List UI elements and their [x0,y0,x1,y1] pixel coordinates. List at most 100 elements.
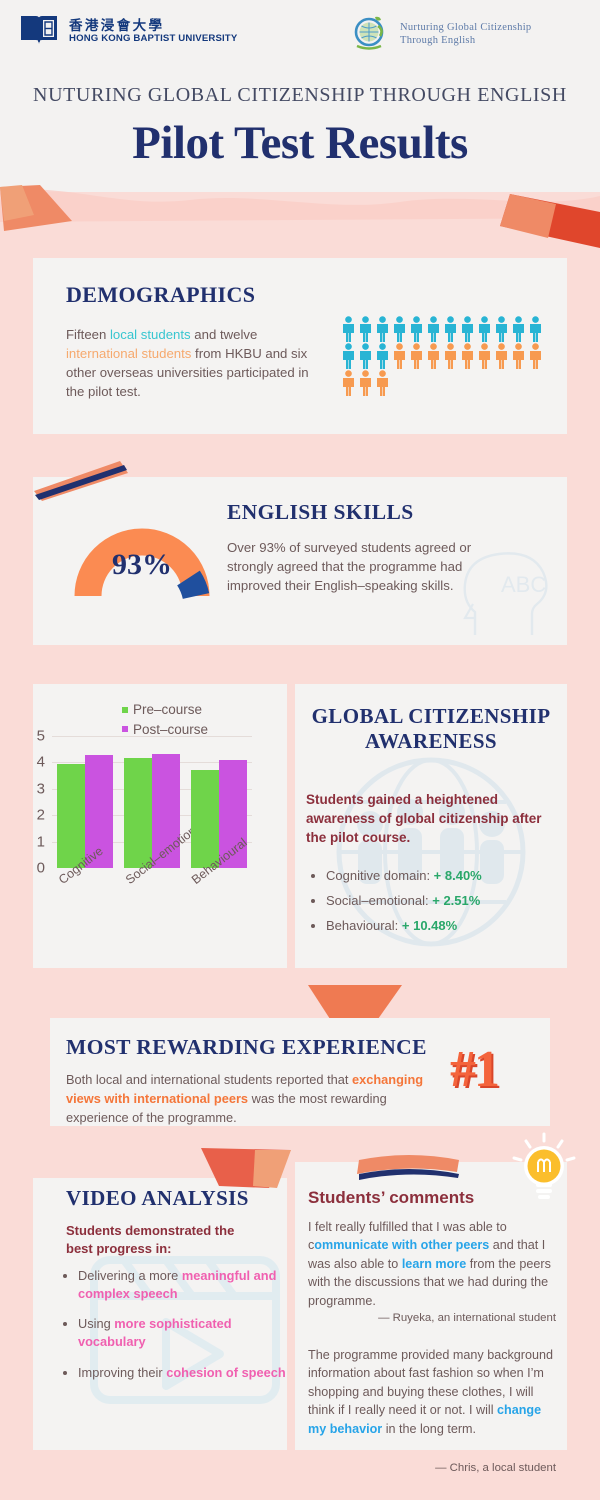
rank-badge: #1 [450,1041,500,1098]
list-item: Using more sophisticated vocabulary [78,1315,293,1350]
person-icon [377,316,388,342]
list-item: Behavioural: + 10.48% [326,919,576,932]
comment-quote-2: The programme provided many background i… [308,1346,558,1438]
y-axis-tick: 0 [36,859,45,877]
person-icon [530,316,541,342]
person-icon [496,343,507,369]
hkbu-english-name: HONG KONG BAPTIST UNIVERSITY [69,33,238,45]
bar [57,763,86,868]
list-item: Cognitive domain: + 8.40% [326,869,576,882]
comment-quote-1: I felt really fulfilled that I was able … [308,1218,558,1310]
person-icon [377,370,388,396]
hkbu-book-logo-icon [18,12,60,52]
legend-item-1: Post–course [122,720,208,740]
person-icon [462,343,473,369]
bar [152,754,180,868]
bar [85,755,114,868]
legend-label-pre: Pre–course [133,702,203,717]
people-pictogram [341,316,556,397]
gc-title-line1: GLOBAL CITIZENSHIP [311,704,551,728]
tape-decoration-left [0,185,72,231]
demographics-text-1: Fifteen [66,327,110,342]
legend-item-0: Pre–course [122,700,208,720]
bar [124,758,152,868]
rewarding-highlight: exchanging views with international peer… [66,1072,424,1107]
pictogram-row [341,370,556,396]
ngcte-line2: Through English [400,34,476,46]
gc-title-line2: AWARENESS [365,728,497,753]
list-item: Delivering a more meaningful and complex… [78,1267,293,1302]
quote2-text-2: in the long term. [382,1421,477,1436]
ngcte-logo: Nurturing Global Citizenship Through Eng… [348,10,531,59]
gc-item-label: Behavioural: [326,918,402,933]
y-axis-tick: 1 [36,833,45,851]
torn-paper-divider [0,189,600,238]
person-icon [343,316,354,342]
ngcte-logo-text: Nurturing Global Citizenship Through Eng… [400,22,531,47]
demographics-text-3: from HKBU and six other overseas univers… [66,346,309,400]
person-icon [445,316,456,342]
person-icon [343,370,354,396]
quote1-highlight-1: ommunicate with other peers [314,1238,490,1253]
va-item-highlight: meaningful and complex speech [78,1268,277,1301]
rewarding-experience-card [50,1018,550,1126]
hkbu-chinese-name: 香港浸會大學 [69,18,165,35]
video-analysis-list: Delivering a more meaningful and complex… [62,1267,293,1394]
va-item-text: Improving their [78,1364,167,1380]
comments-card [295,1162,567,1450]
quote1-text-2: and that I was also able to [308,1238,546,1271]
video-analysis-card [33,1178,287,1450]
global-citizenship-lead: Students gained a heightened awareness o… [306,792,542,846]
va-item-text: Using [78,1316,115,1332]
chart-legend: Pre–course Post–course [122,700,208,739]
va-item-highlight: cohesion of speech [166,1364,286,1380]
person-icon [360,370,371,396]
person-icon [513,343,524,369]
person-icon [479,343,490,369]
tape-decoration-video [201,1148,291,1188]
va-item-text: Delivering a more [78,1268,182,1283]
brush-tape-comments [357,1155,459,1180]
english-skills-title: ENGLISH SKILLS [227,500,414,524]
demographics-title: DEMOGRAPHICS [66,282,256,307]
global-citizenship-list: Cognitive domain: + 8.40% Social–emotiona… [310,869,576,944]
demographics-text-2: and twelve [190,327,258,342]
english-skills-body: Over 93% of surveyed students agreed or … [227,540,472,594]
gc-item-value: + 2.51% [432,893,481,908]
comments-title: Students’ comments [308,1188,475,1207]
video-analysis-title: VIDEO ANALYSIS [66,1186,249,1210]
y-axis-tick: 3 [36,780,45,798]
header: 香港浸會大學 HONG KONG BAPTIST UNIVERSITY Nurt… [0,0,600,192]
legend-swatch-post [122,726,128,733]
quote1-highlight-2: learn more [401,1256,467,1271]
demographics-card [33,258,567,434]
bar [190,770,219,868]
demographics-international-highlight: international students [66,346,192,362]
hkbu-logo-text: 香港浸會大學 HONG KONG BAPTIST UNIVERSITY [69,18,238,45]
list-item: Social–emotional: + 2.51% [326,894,576,907]
person-icon [360,343,371,369]
person-icon [360,316,371,342]
person-icon [377,343,388,369]
list-item: Improving their cohesion of speech [78,1364,293,1382]
quote1-text-1: I felt really fulfilled that I was able … [308,1220,507,1253]
person-icon [343,343,354,369]
tape-decoration-right [500,194,600,248]
pictogram-row [341,316,556,342]
comment-attribution-1: — Ruyeka, an international student [378,1312,556,1324]
page-title: Pilot Test Results [132,117,468,169]
person-icon [530,343,541,369]
legend-swatch-pre [122,706,128,713]
person-icon [479,316,490,342]
hkbu-logo: 香港浸會大學 HONG KONG BAPTIST UNIVERSITY [18,12,237,52]
person-icon [394,316,405,342]
global-citizenship-title: GLOBAL CITIZENSHIP AWARENESS [295,704,567,754]
video-analysis-lead: Students demonstrated the best progress … [66,1223,235,1257]
brush-tape-decoration [34,461,128,501]
globe-leaf-logo-icon [348,10,392,59]
gc-item-value: + 8.40% [433,868,482,883]
person-icon [411,316,422,342]
demographics-local-highlight: local students [109,327,191,342]
quote2-highlight-1: change my behavior [308,1403,542,1436]
tape-decoration-middle [308,985,402,1019]
